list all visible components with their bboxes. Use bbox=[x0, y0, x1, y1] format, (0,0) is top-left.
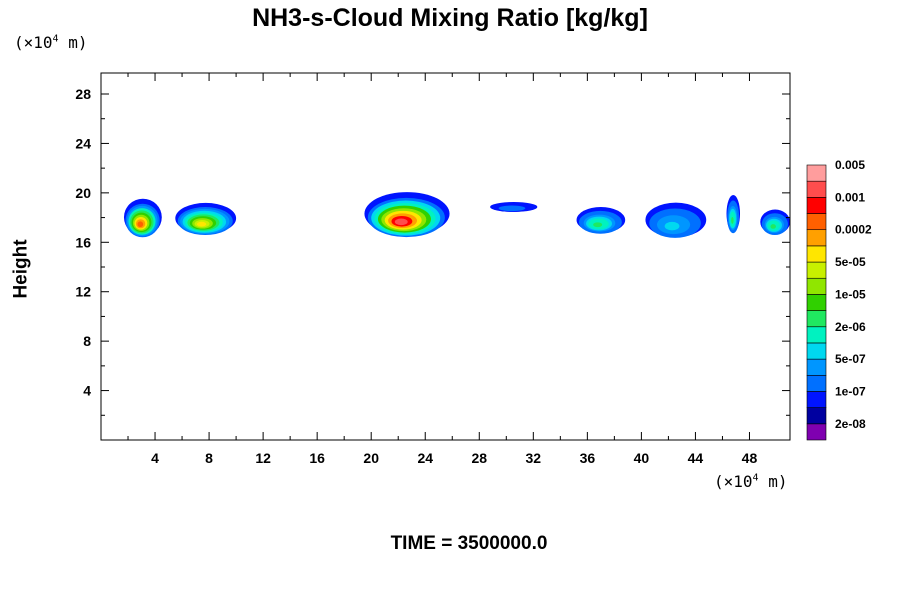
y-tick-label: 28 bbox=[75, 86, 91, 102]
y-tick-label: 20 bbox=[75, 185, 91, 201]
y-tick-label: 4 bbox=[83, 383, 91, 399]
x-tick-label: 44 bbox=[688, 450, 704, 466]
colorbar-swatch bbox=[806, 213, 827, 231]
cloud-layer bbox=[137, 221, 144, 228]
x-axis-ticks: 4 8 12 16 20 24 28 32 36 40 44 48 bbox=[127, 73, 758, 466]
y-tick-label: 24 bbox=[75, 135, 91, 151]
cloud-region bbox=[364, 192, 450, 238]
colorbar-label: 1e-05 bbox=[835, 287, 866, 301]
colorbar-swatch bbox=[806, 294, 827, 311]
y-tick-label: 12 bbox=[75, 284, 91, 300]
colorbar-label: 0.005 bbox=[835, 158, 865, 172]
colorbar-swatch bbox=[806, 277, 827, 295]
cloud-region bbox=[490, 202, 538, 212]
cloud-region bbox=[576, 206, 626, 234]
cloud-layer bbox=[502, 206, 520, 211]
x-tick-label: 4 bbox=[151, 450, 159, 466]
colorbar-swatch bbox=[806, 261, 827, 279]
x-tick-label: 16 bbox=[309, 450, 325, 466]
plot-frame bbox=[100, 72, 791, 441]
y-axis-ticks: 4 8 12 16 20 24 28 bbox=[75, 86, 790, 416]
cloud-region bbox=[645, 202, 707, 238]
cloud-region bbox=[175, 202, 237, 236]
x-tick-label: 28 bbox=[471, 450, 487, 466]
colorbar: 2e-08 1e-07 5e-07 2e-06 1e-05 5e-05 0.0002 0.00… bbox=[806, 158, 872, 441]
cloud-layer bbox=[197, 221, 207, 227]
cloud-region bbox=[123, 198, 162, 238]
colorbar-label: 0.001 bbox=[835, 190, 865, 204]
colorbar-swatch bbox=[806, 245, 827, 263]
x-axis-unit: (×104 m) bbox=[714, 472, 788, 491]
colorbar-swatch bbox=[806, 423, 827, 441]
x-tick-label: 48 bbox=[742, 450, 758, 466]
cloud-layer bbox=[770, 224, 776, 229]
y-tick-label: 16 bbox=[75, 234, 91, 250]
colorbar-swatch bbox=[806, 374, 827, 392]
time-label: TIME = 3500000.0 bbox=[390, 533, 548, 554]
colorbar-swatch bbox=[806, 164, 827, 182]
colorbar-swatch bbox=[806, 358, 827, 376]
colorbar-label: 2e-08 bbox=[835, 417, 866, 431]
cloud-field bbox=[123, 192, 790, 238]
cloud-layer bbox=[593, 222, 603, 228]
cloud-region bbox=[726, 195, 741, 234]
colorbar-swatch bbox=[806, 310, 827, 328]
colorbar-swatch bbox=[806, 342, 827, 360]
cloud-layer bbox=[731, 216, 734, 224]
colorbar-label: 1e-07 bbox=[835, 384, 866, 398]
x-tick-label: 24 bbox=[417, 450, 433, 466]
y-axis-unit: (×104 m) bbox=[14, 33, 88, 52]
x-tick-label: 36 bbox=[580, 450, 596, 466]
cloud-layer bbox=[394, 218, 408, 226]
colorbar-label: 2e-06 bbox=[835, 320, 866, 334]
colorbar-swatch bbox=[806, 229, 827, 247]
colorbar-swatch bbox=[806, 407, 827, 425]
cloud-region bbox=[760, 209, 790, 236]
colorbar-swatch bbox=[806, 197, 827, 214]
y-tick-label: 8 bbox=[83, 333, 91, 349]
x-tick-label: 32 bbox=[526, 450, 542, 466]
colorbar-swatch bbox=[806, 180, 827, 198]
colorbar-label: 5e-05 bbox=[835, 255, 866, 269]
x-tick-label: 12 bbox=[255, 450, 271, 466]
colorbar-label: 0.0002 bbox=[835, 223, 872, 237]
colorbar-swatch bbox=[806, 326, 827, 344]
x-tick-label: 20 bbox=[363, 450, 379, 466]
chart-title: NH3-s-Cloud Mixing Ratio [kg/kg] bbox=[252, 4, 648, 32]
cloud-layer bbox=[664, 221, 680, 231]
colorbar-swatch bbox=[806, 391, 827, 408]
x-tick-label: 8 bbox=[205, 450, 213, 466]
colorbar-label: 5e-07 bbox=[835, 352, 866, 366]
x-tick-label: 40 bbox=[634, 450, 650, 466]
